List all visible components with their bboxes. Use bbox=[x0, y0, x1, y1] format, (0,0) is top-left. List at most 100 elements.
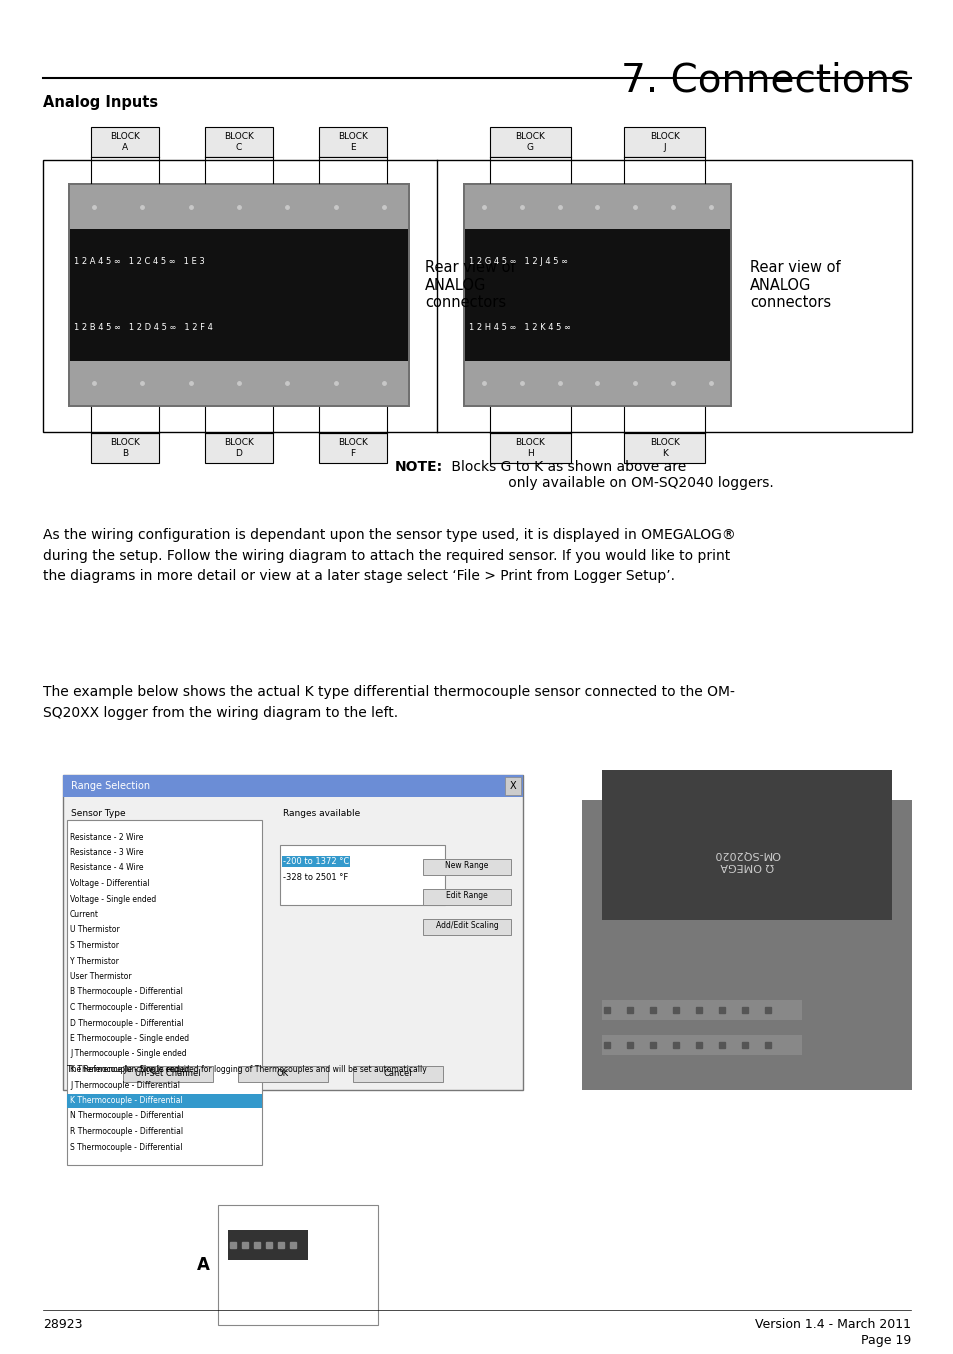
Bar bbox=[70, 295, 408, 362]
Bar bbox=[67, 1094, 262, 1108]
Bar bbox=[581, 800, 911, 1090]
Text: E Thermocouple - Single ended: E Thermocouple - Single ended bbox=[70, 1034, 189, 1043]
Text: BLOCK
B: BLOCK B bbox=[110, 439, 140, 458]
Text: -328 to 2501 °F: -328 to 2501 °F bbox=[283, 873, 348, 881]
Bar bbox=[422, 858, 511, 875]
Text: 1 2 A 4 5 ∞   1 2 C 4 5 ∞   1 E 3: 1 2 A 4 5 ∞ 1 2 C 4 5 ∞ 1 E 3 bbox=[74, 257, 205, 267]
Text: The Reference Junction is required for logging of Thermocouples and will be set : The Reference Junction is required for l… bbox=[67, 1066, 426, 1074]
Text: Current: Current bbox=[70, 910, 99, 919]
Text: User Thermistor: User Thermistor bbox=[70, 972, 132, 982]
Text: BLOCK
E: BLOCK E bbox=[337, 133, 368, 152]
Text: Voltage - Single ended: Voltage - Single ended bbox=[70, 895, 156, 903]
Bar bbox=[601, 1034, 801, 1055]
Text: R Thermocouple - Differential: R Thermocouple - Differential bbox=[70, 1127, 183, 1136]
Bar bbox=[464, 295, 729, 362]
Bar bbox=[70, 362, 408, 405]
Bar bbox=[280, 845, 444, 904]
Bar bbox=[70, 229, 408, 295]
Text: 7. Connections: 7. Connections bbox=[620, 62, 909, 100]
Text: Range Selection: Range Selection bbox=[71, 781, 150, 791]
Bar bbox=[422, 890, 511, 904]
Text: Version 1.4 - March 2011: Version 1.4 - March 2011 bbox=[754, 1317, 910, 1331]
Text: BLOCK
C: BLOCK C bbox=[224, 133, 253, 152]
Text: BLOCK
K: BLOCK K bbox=[649, 439, 679, 458]
Text: BLOCK
D: BLOCK D bbox=[224, 439, 253, 458]
Text: 1 2 G 4 5 ∞   1 2 J 4 5 ∞: 1 2 G 4 5 ∞ 1 2 J 4 5 ∞ bbox=[469, 257, 568, 267]
Text: S Thermistor: S Thermistor bbox=[70, 941, 119, 951]
Text: Voltage - Differential: Voltage - Differential bbox=[70, 879, 150, 888]
Text: BLOCK
J: BLOCK J bbox=[649, 133, 679, 152]
Text: Sensor Type: Sensor Type bbox=[71, 808, 126, 818]
Text: NOTE:: NOTE: bbox=[395, 460, 442, 474]
Text: A: A bbox=[196, 1257, 210, 1274]
Bar bbox=[205, 127, 273, 157]
Text: Un-Set Channel: Un-Set Channel bbox=[135, 1070, 200, 1079]
Bar bbox=[67, 821, 262, 1164]
Bar bbox=[504, 777, 520, 795]
Text: As the wiring configuration is dependant upon the sensor type used, it is displa: As the wiring configuration is dependant… bbox=[43, 528, 735, 584]
Bar bbox=[91, 433, 159, 463]
Text: B Thermocouple - Differential: B Thermocouple - Differential bbox=[70, 987, 183, 997]
Text: Page 19: Page 19 bbox=[860, 1334, 910, 1347]
Bar bbox=[318, 433, 387, 463]
Bar bbox=[624, 433, 704, 463]
Text: The example below shows the actual K type differential thermocouple sensor conne: The example below shows the actual K typ… bbox=[43, 685, 734, 719]
Bar bbox=[464, 362, 729, 405]
Text: X: X bbox=[509, 781, 516, 791]
Text: 28923: 28923 bbox=[43, 1317, 82, 1331]
Text: J Thermocouple - Differential: J Thermocouple - Differential bbox=[70, 1080, 180, 1090]
Text: BLOCK
H: BLOCK H bbox=[515, 439, 544, 458]
Text: Resistance - 2 Wire: Resistance - 2 Wire bbox=[70, 833, 143, 841]
Text: Add/Edit Scaling: Add/Edit Scaling bbox=[436, 922, 497, 930]
Bar bbox=[490, 127, 570, 157]
Text: Edit Range: Edit Range bbox=[446, 891, 487, 900]
Text: K Thermocouple - Single ended: K Thermocouple - Single ended bbox=[70, 1066, 190, 1074]
Bar bbox=[462, 183, 731, 408]
Text: 1 2 H 4 5 ∞   1 2 K 4 5 ∞: 1 2 H 4 5 ∞ 1 2 K 4 5 ∞ bbox=[469, 324, 571, 333]
Text: Blocks G to K as shown above are
              only available on OM-SQ2040 logge: Blocks G to K as shown above are only av… bbox=[447, 460, 773, 490]
Bar bbox=[237, 1066, 328, 1082]
Text: Rear view of
ANALOG
connectors: Rear view of ANALOG connectors bbox=[424, 260, 515, 310]
Bar bbox=[624, 127, 704, 157]
Bar bbox=[601, 770, 891, 919]
Text: 1 2 B 4 5 ∞   1 2 D 4 5 ∞   1 2 F 4: 1 2 B 4 5 ∞ 1 2 D 4 5 ∞ 1 2 F 4 bbox=[74, 324, 213, 333]
Bar bbox=[123, 1066, 213, 1082]
Text: BLOCK
G: BLOCK G bbox=[515, 133, 544, 152]
Text: Resistance - 4 Wire: Resistance - 4 Wire bbox=[70, 864, 143, 872]
Bar bbox=[318, 127, 387, 157]
Bar bbox=[205, 433, 273, 463]
Bar bbox=[43, 160, 911, 432]
Bar bbox=[464, 229, 729, 295]
Text: New Range: New Range bbox=[445, 861, 488, 871]
Text: Ranges available: Ranges available bbox=[283, 808, 360, 818]
Text: U Thermistor: U Thermistor bbox=[70, 926, 120, 934]
Bar bbox=[228, 1229, 308, 1261]
Bar bbox=[63, 774, 522, 798]
Text: -200 to 1372 °C: -200 to 1372 °C bbox=[283, 857, 349, 867]
Text: Ω OMEGA
OM-SQ2020: Ω OMEGA OM-SQ2020 bbox=[713, 849, 780, 871]
Bar bbox=[70, 185, 408, 229]
Text: Rear view of
ANALOG
connectors: Rear view of ANALOG connectors bbox=[749, 260, 840, 310]
Bar bbox=[490, 433, 570, 463]
Text: K Thermocouple - Differential: K Thermocouple - Differential bbox=[70, 1095, 183, 1105]
Text: BLOCK
A: BLOCK A bbox=[110, 133, 140, 152]
Text: Analog Inputs: Analog Inputs bbox=[43, 95, 158, 110]
Bar bbox=[422, 919, 511, 936]
Bar bbox=[464, 185, 729, 229]
Text: OK: OK bbox=[276, 1070, 289, 1079]
Bar bbox=[601, 1001, 801, 1020]
Bar bbox=[353, 1066, 442, 1082]
Text: J Thermocouple - Single ended: J Thermocouple - Single ended bbox=[70, 1049, 187, 1059]
Text: Resistance - 3 Wire: Resistance - 3 Wire bbox=[70, 848, 143, 857]
Text: N Thermocouple - Differential: N Thermocouple - Differential bbox=[70, 1112, 183, 1121]
Text: BLOCK
F: BLOCK F bbox=[337, 439, 368, 458]
Text: C Thermocouple - Differential: C Thermocouple - Differential bbox=[70, 1003, 183, 1011]
Bar bbox=[63, 774, 522, 1090]
Text: D Thermocouple - Differential: D Thermocouple - Differential bbox=[70, 1018, 183, 1028]
Text: S Thermocouple - Differential: S Thermocouple - Differential bbox=[70, 1143, 182, 1151]
Text: Y Thermistor: Y Thermistor bbox=[70, 956, 119, 965]
Bar bbox=[68, 183, 410, 408]
Text: Cancel: Cancel bbox=[383, 1070, 412, 1079]
Bar bbox=[218, 1205, 377, 1326]
Bar bbox=[91, 127, 159, 157]
